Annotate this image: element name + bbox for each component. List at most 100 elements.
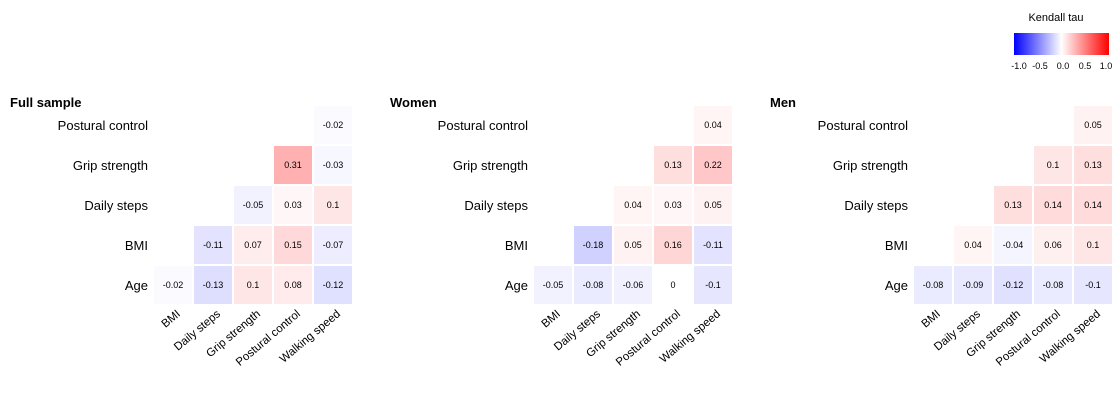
heatmap-cell: [234, 266, 272, 304]
cell-value-label: 0.04: [704, 120, 722, 130]
cell-value-label: -0.12: [323, 280, 344, 290]
cell-value-label: -0.05: [243, 200, 264, 210]
panel-title: Full sample: [10, 95, 82, 110]
heatmap-cell: [1074, 266, 1112, 304]
column-label: BMI: [920, 308, 943, 330]
row-label: Grip strength: [73, 158, 148, 173]
row-label: Postural control: [438, 118, 528, 133]
heatmap-cell: [654, 266, 692, 304]
heatmap-cell: [1034, 266, 1072, 304]
cell-value-label: 0.15: [284, 240, 302, 250]
heatmap-cell: [314, 146, 352, 184]
cell-value-label: 0.04: [624, 200, 642, 210]
heatmap-cell: [274, 266, 312, 304]
legend-tick: 1.0: [1100, 61, 1113, 71]
row-label: Postural control: [58, 118, 148, 133]
heatmap-cell: [1074, 106, 1112, 144]
heatmap-cell: [1034, 146, 1072, 184]
heatmap-cell: [954, 266, 992, 304]
cell-value-label: 0.03: [284, 200, 302, 210]
legend-tick: -1.0: [1011, 61, 1027, 71]
column-label: BMI: [160, 308, 183, 330]
cell-value-label: -0.04: [1003, 240, 1024, 250]
heatmap-cell: [994, 186, 1032, 224]
cell-value-label: -0.12: [1003, 280, 1024, 290]
row-label: BMI: [125, 238, 148, 253]
heatmap-cell: [1034, 226, 1072, 264]
heatmap-panel-men: Men Postural control Grip strength Daily st…: [770, 95, 1112, 369]
cell-value-label: -0.05: [543, 280, 564, 290]
legend-title: Kendall tau: [1028, 12, 1083, 24]
cell-value-label: 0.07: [244, 240, 262, 250]
cell-value-label: -0.1: [1085, 280, 1101, 290]
heatmap-cell: [1074, 226, 1112, 264]
cell-value-label: 0.1: [1047, 160, 1060, 170]
cell-value-label: -0.06: [623, 280, 644, 290]
row-label: Age: [505, 278, 528, 293]
heatmap-cell: [194, 226, 232, 264]
cell-value-label: 0.13: [1004, 200, 1022, 210]
heatmap-cell: [694, 226, 732, 264]
heatmap-cell: [314, 106, 352, 144]
heatmap-cell: [1074, 146, 1112, 184]
row-label: BMI: [505, 238, 528, 253]
panel-title: Women: [390, 95, 437, 110]
heatmap-cell: [274, 146, 312, 184]
cell-value-label: 0.22: [704, 160, 722, 170]
cell-value-label: -0.07: [323, 240, 344, 250]
heatmap-cell: [274, 226, 312, 264]
heatmap-cell: [194, 266, 232, 304]
cell-value-label: 0.08: [284, 280, 302, 290]
cell-value-label: -0.02: [163, 280, 184, 290]
heatmap-cell: [614, 226, 652, 264]
cell-value-label: -0.09: [963, 280, 984, 290]
cell-value-label: 0.05: [624, 240, 642, 250]
cell-value-label: 0.1: [327, 200, 340, 210]
cell-value-label: 0.14: [1084, 200, 1102, 210]
cell-value-label: 0.16: [664, 240, 682, 250]
cell-value-label: 0.03: [664, 200, 682, 210]
cell-value-label: -0.18: [583, 240, 604, 250]
heatmap-cell: [614, 266, 652, 304]
row-label: Postural control: [818, 118, 908, 133]
column-label: BMI: [540, 308, 563, 330]
heatmap-cell: [954, 226, 992, 264]
cell-value-label: 0.13: [1084, 160, 1102, 170]
cell-value-label: 0.13: [664, 160, 682, 170]
heatmap-cell: [614, 186, 652, 224]
row-label: Daily steps: [464, 198, 528, 213]
legend-tick: -0.5: [1032, 61, 1048, 71]
cell-value-label: 0.05: [1084, 120, 1102, 130]
color-legend: Kendall tau -1.0 -0.5 0.0 0.5 1.0: [1011, 12, 1112, 71]
heatmap-cell: [574, 226, 612, 264]
heatmap-cell: [534, 266, 572, 304]
heatmap-cell: [1034, 186, 1072, 224]
row-label: Age: [125, 278, 148, 293]
heatmap-cell: [1074, 186, 1112, 224]
row-label: Daily steps: [84, 198, 148, 213]
cell-value-label: 0.14: [1044, 200, 1062, 210]
heatmap-cell: [314, 186, 352, 224]
heatmap-cell: [654, 146, 692, 184]
cell-value-label: 0.04: [964, 240, 982, 250]
row-label: Daily steps: [844, 198, 908, 213]
heatmap-cell: [694, 266, 732, 304]
cell-value-label: -0.08: [583, 280, 604, 290]
heatmap-panel-full-sample: Full sample Postural control Grip strength…: [10, 95, 352, 369]
heatmap-cell: [234, 186, 272, 224]
heatmap-cell: [694, 146, 732, 184]
legend-color-bar: [1014, 33, 1109, 55]
heatmap-cell: [694, 106, 732, 144]
heatmap-cell: [314, 226, 352, 264]
cell-value-label: 0: [670, 280, 675, 290]
cell-value-label: -0.13: [203, 280, 224, 290]
cell-value-label: -0.11: [703, 240, 723, 250]
cell-value-label: 0.31: [284, 160, 302, 170]
heatmap-cell: [994, 226, 1032, 264]
heatmap-cell: [314, 266, 352, 304]
cell-value-label: -0.08: [1043, 280, 1064, 290]
row-label: Grip strength: [833, 158, 908, 173]
row-label: Age: [885, 278, 908, 293]
